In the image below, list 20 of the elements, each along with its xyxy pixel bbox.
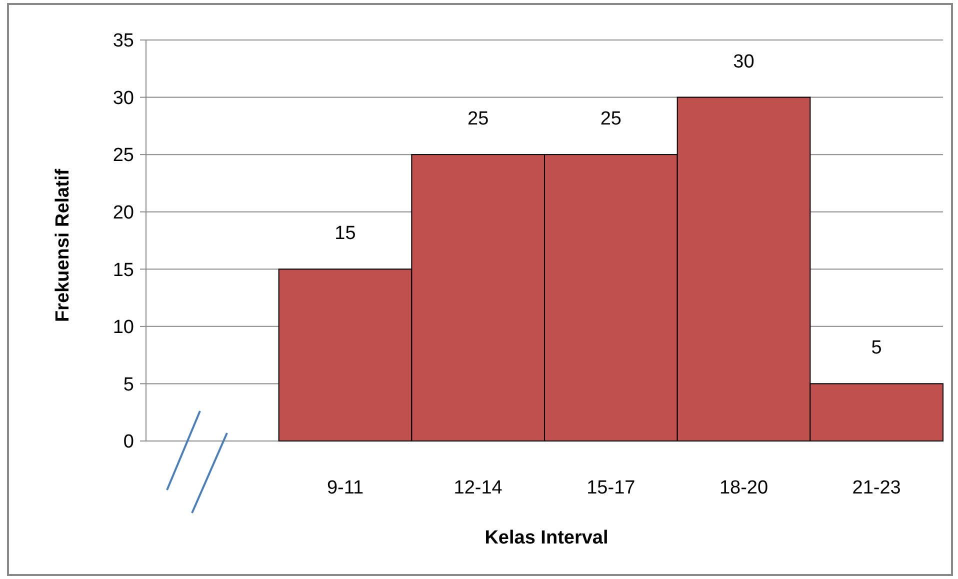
data-label: 25 (600, 108, 622, 130)
x-tick-label: 12-14 (454, 478, 503, 499)
x-tick-label: 21-23 (852, 478, 901, 499)
data-label: 15 (334, 223, 356, 244)
y-tick-label: 15 (112, 260, 134, 281)
y-tick-label: 5 (123, 374, 134, 396)
data-label: 5 (871, 338, 882, 359)
x-tick-label: 9-11 (326, 478, 364, 499)
x-axis-title: Kelas Interval (484, 528, 608, 549)
x-tick-label: 15-17 (586, 478, 636, 499)
y-tick-label: 10 (112, 317, 134, 338)
data-label: 30 (733, 51, 754, 72)
y-axis-title: Frekuensi Relatif (52, 168, 74, 322)
y-tick-label: 20 (112, 202, 134, 224)
y-tick-label: 30 (112, 88, 134, 109)
y-tick-label: 35 (112, 30, 134, 52)
data-label: 25 (468, 108, 489, 130)
x-tick-label: 18-20 (719, 478, 768, 499)
y-tick-label: 25 (112, 145, 134, 166)
y-tick-label: 0 (123, 432, 134, 453)
